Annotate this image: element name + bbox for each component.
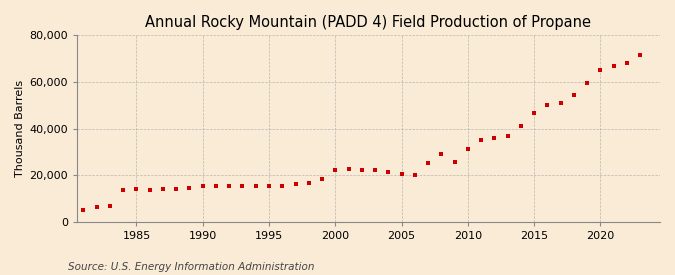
Point <box>622 61 632 65</box>
Point <box>237 183 248 188</box>
Point <box>462 147 473 152</box>
Point <box>197 183 208 188</box>
Point <box>410 173 421 177</box>
Point <box>396 172 407 176</box>
Point <box>317 177 327 181</box>
Point <box>211 183 221 188</box>
Point <box>330 168 341 173</box>
Point <box>105 204 115 208</box>
Point <box>556 101 566 105</box>
Point <box>502 133 513 138</box>
Point <box>303 181 314 185</box>
Point <box>423 161 433 166</box>
Point <box>529 111 539 116</box>
Point <box>290 182 301 187</box>
Point <box>542 103 553 108</box>
Point <box>118 188 129 192</box>
Point <box>157 187 168 191</box>
Point <box>449 160 460 164</box>
Point <box>383 169 394 174</box>
Point <box>356 168 367 173</box>
Point <box>595 68 605 73</box>
Point <box>78 207 89 212</box>
Point <box>277 183 288 188</box>
Title: Annual Rocky Mountain (PADD 4) Field Production of Propane: Annual Rocky Mountain (PADD 4) Field Pro… <box>145 15 591 30</box>
Point <box>224 184 235 188</box>
Point <box>476 138 487 142</box>
Point <box>370 168 381 173</box>
Text: Source: U.S. Energy Information Administration: Source: U.S. Energy Information Administ… <box>68 262 314 272</box>
Point <box>582 81 593 85</box>
Point <box>343 167 354 172</box>
Y-axis label: Thousand Barrels: Thousand Barrels <box>15 80 25 177</box>
Point <box>91 205 102 210</box>
Point <box>516 124 526 128</box>
Point <box>184 186 195 190</box>
Point <box>131 187 142 191</box>
Point <box>436 152 447 156</box>
Point <box>250 183 261 188</box>
Point <box>568 93 579 97</box>
Point <box>144 188 155 192</box>
Point <box>634 53 645 57</box>
Point <box>608 64 619 68</box>
Point <box>489 136 500 140</box>
Point <box>264 183 275 188</box>
Point <box>171 186 182 191</box>
